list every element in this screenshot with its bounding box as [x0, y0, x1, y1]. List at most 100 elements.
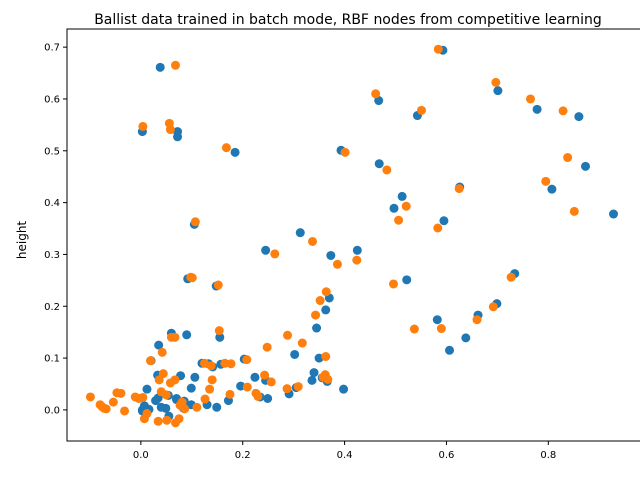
data-point-series2	[157, 347, 167, 357]
data-point-series1	[236, 381, 246, 391]
x-tick-label: 0.8	[540, 450, 556, 461]
data-point-series1	[326, 250, 336, 260]
y-tick-label: 0.4	[44, 198, 60, 209]
data-point-series1	[212, 402, 222, 412]
data-point-series1	[397, 191, 407, 201]
data-point-series2	[200, 394, 210, 404]
data-point-series1	[173, 132, 183, 142]
data-point-series2	[323, 374, 333, 384]
data-point-series1	[156, 402, 166, 412]
data-point-series2	[321, 287, 331, 297]
data-point-series2	[388, 279, 398, 289]
data-point-series2	[283, 330, 293, 340]
data-point-series1	[532, 104, 542, 114]
data-point-series2	[253, 391, 263, 401]
data-point-series2	[175, 400, 185, 410]
data-point-series1	[439, 216, 449, 226]
data-point-series2	[321, 352, 331, 362]
data-point-series2	[433, 223, 443, 233]
data-point-series2	[541, 176, 551, 186]
data-point-series2	[221, 143, 231, 153]
data-point-series2	[130, 392, 140, 402]
x-tick-label: 0.6	[439, 450, 455, 461]
data-point-series2	[205, 384, 215, 394]
data-point-series2	[297, 338, 307, 348]
data-point-series1	[230, 147, 240, 157]
data-point-series2	[332, 259, 342, 269]
data-point-series2	[146, 356, 156, 366]
data-point-series1	[186, 383, 196, 393]
data-point-series2	[409, 324, 419, 334]
data-point-series2	[207, 375, 217, 385]
data-point-series2	[85, 392, 95, 402]
y-tick-label: 0.6	[44, 94, 60, 105]
data-point-series2	[165, 378, 175, 388]
data-point-series2	[558, 106, 568, 116]
data-point-series2	[488, 302, 498, 312]
data-point-series1	[142, 384, 152, 394]
data-point-series2	[270, 249, 280, 259]
data-point-series2	[569, 206, 579, 216]
data-point-series2	[436, 324, 446, 334]
data-point-series1	[261, 245, 271, 255]
data-point-series2	[417, 105, 426, 115]
points-layer	[85, 44, 619, 428]
data-point-series2	[95, 400, 105, 410]
data-point-series2	[394, 215, 404, 225]
x-tick-label: 0.2	[235, 450, 251, 461]
data-point-series1	[461, 333, 471, 343]
data-point-series2	[154, 375, 164, 385]
data-point-series1	[402, 275, 412, 285]
data-point-series2	[454, 184, 464, 194]
data-point-series2	[266, 377, 276, 387]
data-point-series2	[401, 201, 411, 211]
y-axis-label: height	[15, 221, 29, 260]
data-point-series2	[165, 125, 175, 135]
data-point-series2	[120, 406, 130, 416]
data-point-series2	[192, 402, 202, 412]
data-point-series2	[138, 121, 148, 131]
data-point-series1	[151, 396, 161, 406]
x-tick-label: 0.0	[133, 450, 149, 461]
data-point-series2	[225, 389, 235, 399]
data-point-series2	[311, 310, 321, 320]
data-point-series1	[190, 372, 200, 382]
y-tick-label: 0.0	[44, 405, 60, 416]
data-point-series2	[382, 165, 392, 175]
data-point-series1	[290, 349, 300, 359]
data-point-series1	[374, 96, 384, 106]
y-tick-label: 0.7	[44, 43, 60, 54]
data-point-series2	[371, 89, 381, 99]
data-point-series1	[389, 203, 399, 213]
data-point-series1	[155, 62, 165, 72]
data-point-series2	[156, 387, 166, 397]
data-point-series2	[472, 315, 482, 325]
data-point-series2	[220, 358, 230, 368]
y-tick-label: 0.1	[44, 354, 60, 365]
data-point-series2	[162, 415, 172, 425]
data-point-series2	[433, 44, 443, 54]
data-point-series1	[352, 245, 362, 255]
data-point-series2	[282, 384, 292, 394]
data-point-series2	[262, 342, 272, 352]
data-point-series2	[170, 60, 180, 70]
data-point-series2	[491, 77, 501, 87]
data-point-series1	[295, 228, 305, 238]
y-tick-label: 0.5	[44, 146, 60, 157]
data-point-series2	[315, 296, 325, 306]
data-point-series2	[213, 280, 223, 290]
data-point-series2	[170, 418, 180, 428]
data-point-series1	[263, 394, 273, 403]
data-point-series1	[321, 305, 331, 315]
data-point-series2	[308, 236, 317, 246]
data-point-series2	[293, 382, 303, 392]
data-point-series1	[250, 372, 260, 382]
data-point-series2	[563, 153, 573, 163]
data-point-series1	[445, 345, 455, 355]
plot-frame	[66, 28, 640, 442]
data-point-series1	[374, 159, 384, 169]
data-point-series2	[340, 147, 350, 157]
data-point-series2	[186, 272, 196, 282]
